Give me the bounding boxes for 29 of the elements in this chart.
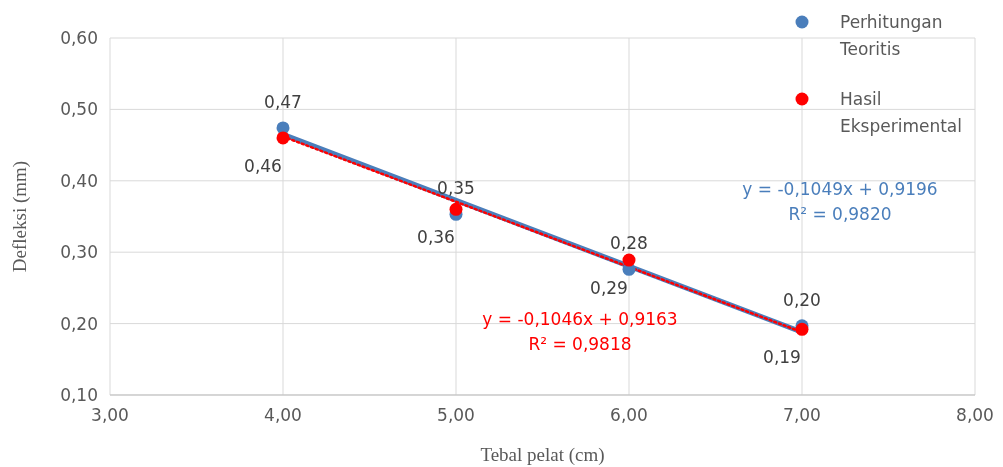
y-tick-label: 0,20 [60, 313, 98, 334]
y-tick-label: 0,60 [60, 28, 98, 48]
x-tick-label: 3,00 [91, 405, 129, 425]
data-label: 0,29 [590, 278, 628, 299]
data-label: 0,47 [264, 91, 302, 112]
y-tick-label: 0,10 [60, 385, 98, 405]
y-tick-label: 0,30 [60, 242, 98, 263]
data-label: 0,35 [437, 178, 475, 199]
x-tick-label: 5,00 [437, 405, 475, 425]
data-label: 0,28 [610, 233, 648, 254]
legend-label: Perhitungan Teoritis [839, 12, 943, 59]
x-tick-label: 7,00 [783, 405, 821, 425]
x-tick-label: 8,00 [956, 405, 994, 425]
legend-label: Hasil Eksperimental [840, 89, 963, 136]
y-tick-label: 0,40 [60, 170, 98, 191]
annotation: y = -0,1049x + 0,9196 R² = 0,9820 [742, 179, 938, 224]
y-tick-label: 0,50 [60, 99, 98, 120]
annotation: y = -0,1046x + 0,9163 R² = 0,9818 [482, 309, 678, 354]
x-tick-label: 4,00 [264, 405, 302, 425]
data-label: 0,19 [763, 347, 801, 368]
point [622, 253, 636, 267]
data-label: 0,46 [244, 155, 282, 176]
x-tick-label: 6,00 [610, 405, 648, 425]
x-axis-title: Tebal pelat (cm) [480, 444, 605, 466]
point [276, 131, 290, 145]
y-axis-title: Defleksi (mm) [9, 160, 31, 273]
point [449, 202, 463, 216]
data-label: 0,36 [417, 227, 455, 248]
data-label: 0,20 [783, 289, 821, 310]
